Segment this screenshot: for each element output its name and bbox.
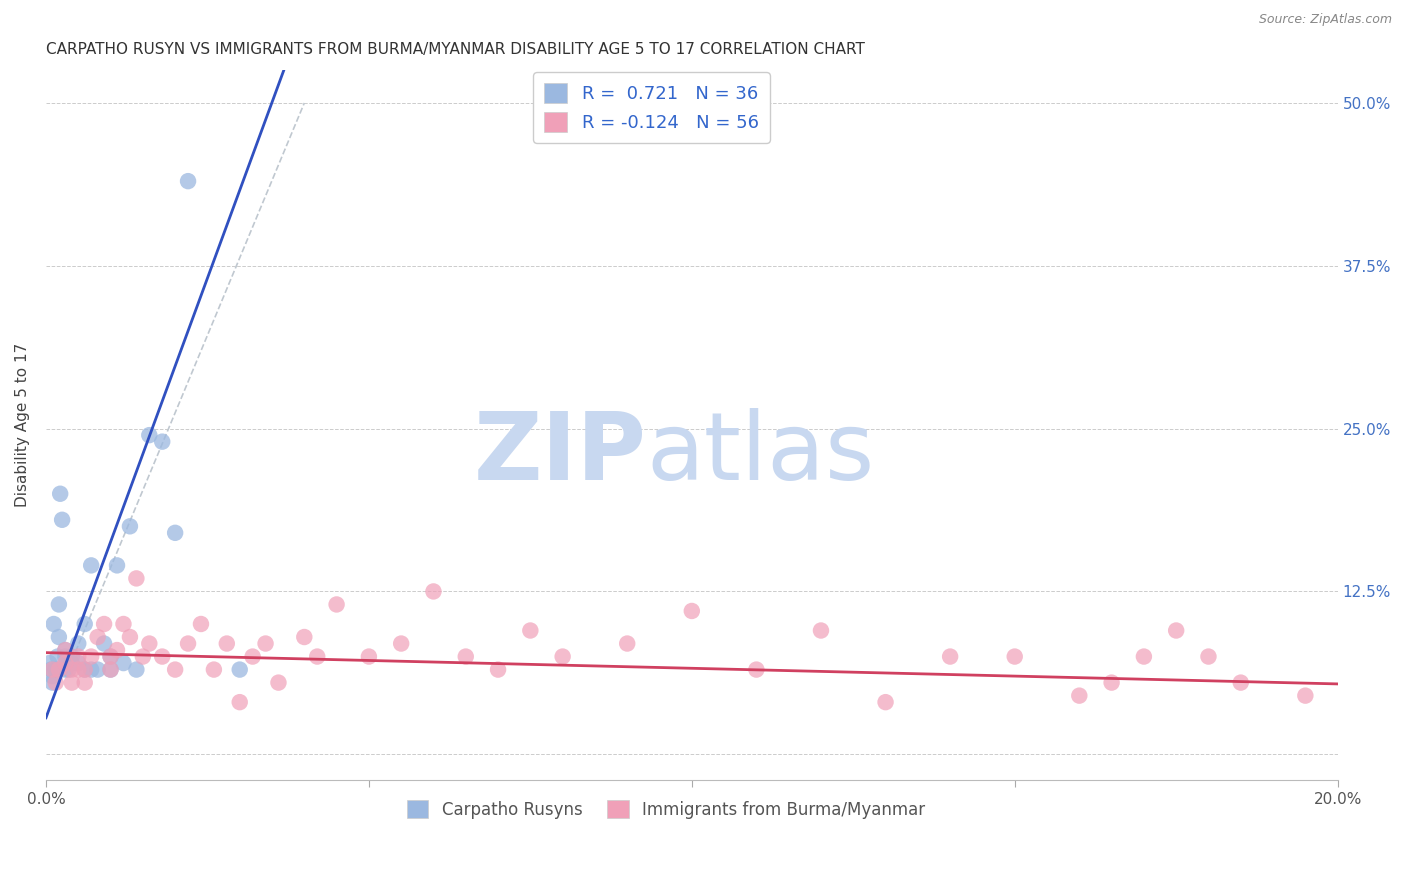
Point [190,617,212,632]
Point [875,695,897,709]
Point [42,617,65,632]
Point [357,649,380,664]
Point [67,649,90,664]
Point [60,675,83,690]
Point [48,663,70,677]
Point [41,663,63,677]
Point [1198,649,1220,664]
Point [810,624,832,638]
Point [58,663,80,677]
Point [53,643,76,657]
Point [165,663,187,677]
Point [45,675,67,690]
Point [616,636,638,650]
Point [39,663,62,677]
Point [86,630,108,644]
Point [228,695,250,709]
Point [93,617,115,632]
Text: ZIP: ZIP [474,408,647,500]
Point [49,487,72,501]
Point [118,519,141,533]
Point [73,663,96,677]
Point [1294,689,1316,703]
Point [228,663,250,677]
Point [67,656,90,670]
Point [105,643,128,657]
Point [73,663,96,677]
Point [939,649,962,664]
Point [67,663,90,677]
Y-axis label: Disability Age 5 to 17: Disability Age 5 to 17 [15,343,30,508]
Point [80,663,103,677]
Point [112,656,135,670]
Point [681,604,703,618]
Point [51,513,73,527]
Point [454,649,477,664]
Point [150,649,173,664]
Point [48,630,70,644]
Point [138,428,160,442]
Point [93,636,115,650]
Point [292,630,315,644]
Point [1166,624,1188,638]
Text: Source: ZipAtlas.com: Source: ZipAtlas.com [1258,13,1392,27]
Point [177,636,200,650]
Text: atlas: atlas [647,408,875,500]
Point [389,636,412,650]
Point [202,663,225,677]
Point [486,663,509,677]
Point [60,649,83,664]
Point [165,525,187,540]
Point [53,643,76,657]
Point [1101,675,1123,690]
Point [48,598,70,612]
Point [138,636,160,650]
Point [80,649,103,664]
Point [53,656,76,670]
Point [125,571,148,585]
Point [53,663,76,677]
Point [60,663,83,677]
Point [267,675,290,690]
Point [46,649,69,664]
Point [519,624,541,638]
Point [41,669,63,683]
Point [745,663,768,677]
Point [100,663,122,677]
Point [1133,649,1156,664]
Point [41,675,63,690]
Point [132,649,155,664]
Legend: Carpatho Rusyns, Immigrants from Burma/Myanmar: Carpatho Rusyns, Immigrants from Burma/M… [399,793,932,825]
Point [73,617,96,632]
Point [67,636,90,650]
Point [307,649,329,664]
Point [73,675,96,690]
Point [100,663,122,677]
Point [86,663,108,677]
Point [100,649,122,664]
Point [177,174,200,188]
Point [53,649,76,664]
Point [215,636,238,650]
Point [118,630,141,644]
Text: CARPATHO RUSYN VS IMMIGRANTS FROM BURMA/MYANMAR DISABILITY AGE 5 TO 17 CORRELATI: CARPATHO RUSYN VS IMMIGRANTS FROM BURMA/… [46,42,865,57]
Point [1229,675,1251,690]
Point [105,558,128,573]
Point [150,434,173,449]
Point [551,649,574,664]
Point [100,649,122,664]
Point [325,598,347,612]
Point [1069,689,1091,703]
Point [242,649,264,664]
Point [112,617,135,632]
Point [125,663,148,677]
Point [38,656,60,670]
Point [254,636,277,650]
Point [80,558,103,573]
Point [422,584,444,599]
Point [60,656,83,670]
Point [1004,649,1026,664]
Point [45,663,67,677]
